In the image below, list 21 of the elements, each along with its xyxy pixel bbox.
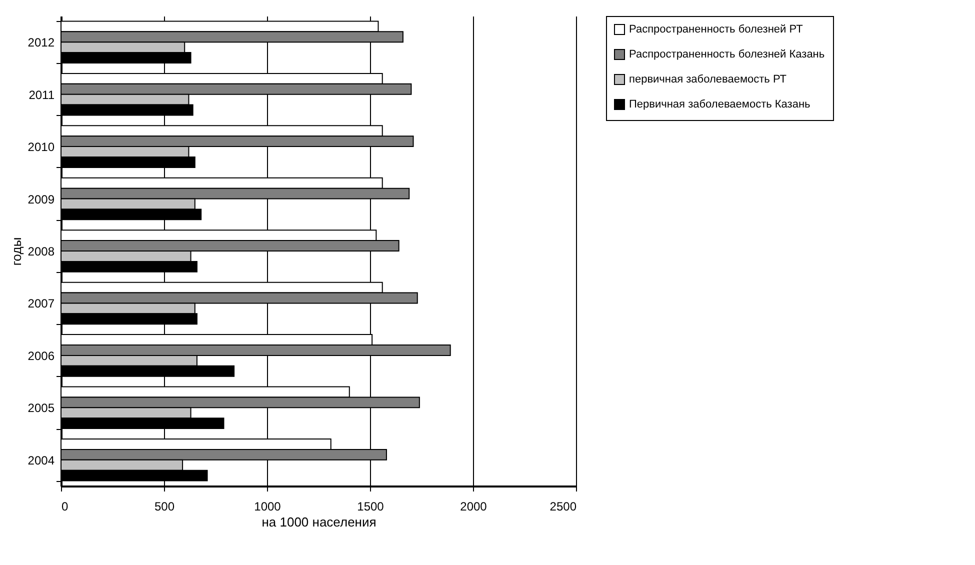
x-axis-title: на 1000 населения [262,514,376,530]
legend-label: Первичная заболеваемость Казань [629,98,811,110]
y-tick-label: 2011 [28,88,55,102]
legend-label: Распространенность болезней Казань [629,48,825,60]
y-tick-label: 2007 [28,296,55,311]
x-tick-label: 2500 [550,500,577,514]
y-tick-label: 2009 [28,192,55,206]
x-tick-label: 1500 [357,500,384,514]
x-tick-label: 2000 [460,500,488,514]
y-axis-title: годы [8,237,24,266]
legend-label: первичная заболеваемость РТ [629,74,787,86]
x-tick-label: 0 [62,500,68,514]
y-tick-label: 2006 [28,348,55,363]
y-tick-label: 2010 [28,140,55,154]
y-tick-label: 2008 [28,244,55,258]
x-tick-label: 1000 [254,500,282,514]
y-tick-label: 2004 [28,453,55,468]
x-tick-label: 500 [154,500,175,514]
y-tick-label: 2012 [28,36,55,50]
legend-label: Распространенность болезней РТ [629,24,804,36]
y-tick-label: 2005 [28,401,55,416]
